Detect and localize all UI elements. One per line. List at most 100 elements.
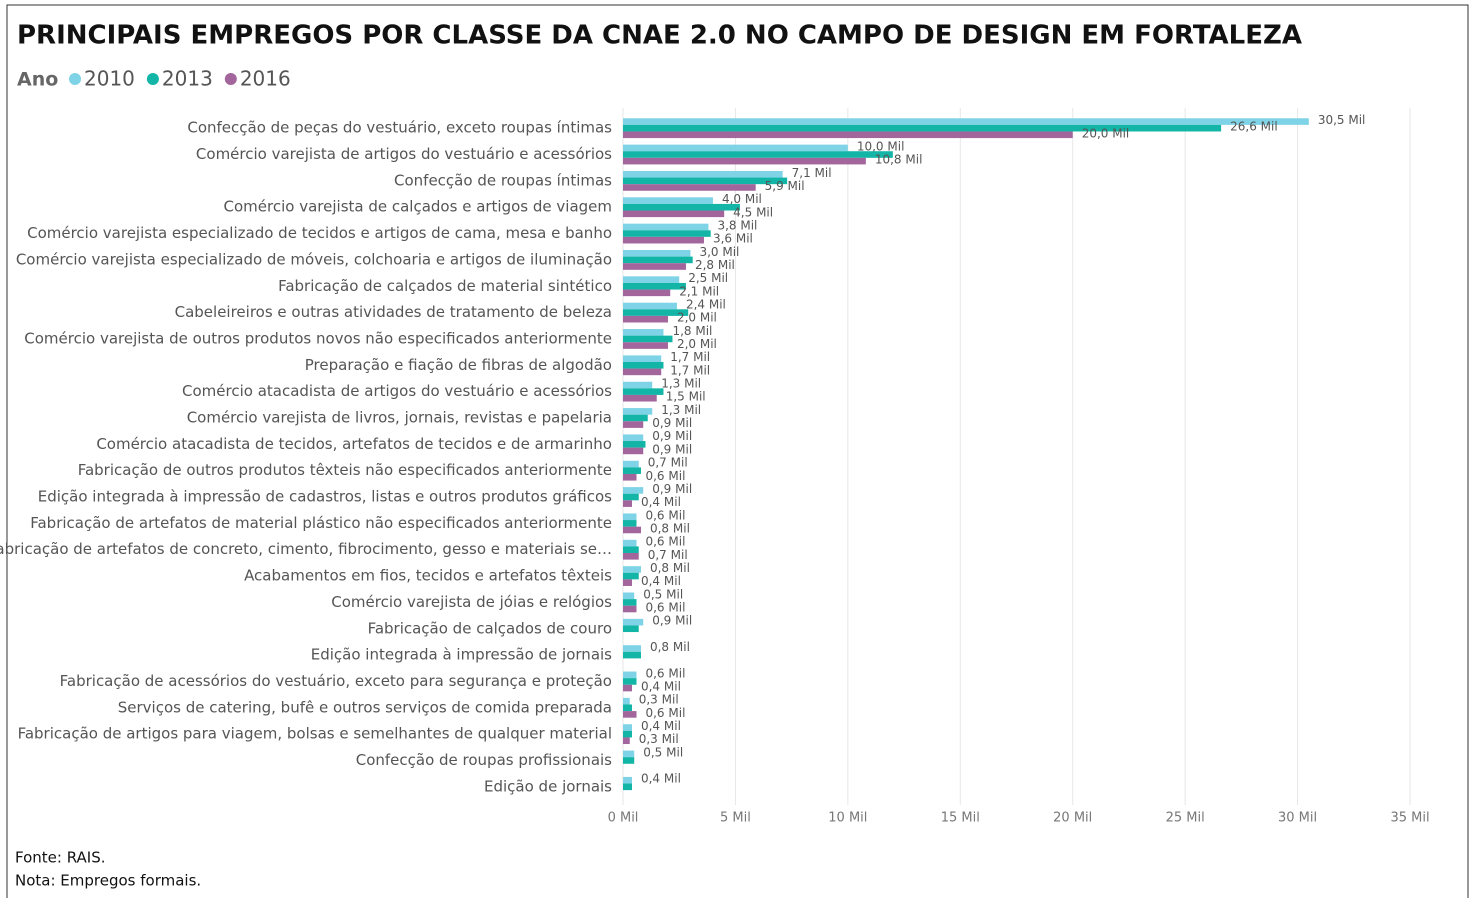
data-label: 0,8 Mil: [650, 561, 690, 575]
bar: [623, 697, 630, 705]
data-label: 0,9 Mil: [652, 429, 692, 443]
bar: [623, 414, 648, 422]
data-label: 0,3 Mil: [639, 732, 679, 746]
bar: [623, 421, 644, 428]
bar: [623, 737, 630, 745]
bar: [623, 210, 725, 218]
data-label: 2,8 Mil: [695, 258, 735, 272]
bar: [623, 184, 756, 191]
bar: [623, 131, 1073, 139]
bar: [623, 447, 644, 455]
bar: [623, 441, 646, 448]
x-tick-label: 20 Mil: [1053, 811, 1092, 826]
data-label: 1,3 Mil: [661, 403, 701, 417]
bar: [623, 309, 689, 316]
bar: [623, 460, 639, 468]
data-label: 0,6 Mil: [645, 535, 685, 549]
data-label: 0,6 Mil: [645, 508, 685, 522]
data-label: 0,5 Mil: [643, 745, 683, 759]
y-tick-label: Fabricação de calçados de material sinté…: [278, 277, 612, 295]
data-label: 0,3 Mil: [639, 693, 679, 707]
data-label: 0,5 Mil: [643, 587, 683, 601]
bar: [623, 539, 637, 547]
bar: [623, 678, 637, 685]
frame: [6, 4, 1469, 898]
y-tick-label: Comércio atacadista de artigos do vestuá…: [182, 382, 612, 400]
bar: [623, 342, 668, 349]
data-label: 2,0 Mil: [677, 337, 717, 351]
y-tick-label: Edição integrada à impressão de jornais: [311, 646, 612, 664]
x-tick-label: 30 Mil: [1278, 811, 1317, 826]
bar: [623, 329, 664, 336]
y-tick-label: Confecção de roupas íntimas: [394, 171, 612, 189]
bar: [623, 250, 691, 257]
bar: [623, 335, 673, 343]
data-label: 3,6 Mil: [713, 232, 753, 246]
bar: [623, 724, 632, 731]
bar: [623, 592, 635, 600]
bar: [623, 579, 632, 586]
bar: [623, 704, 632, 712]
y-tick-label: Fabricação de artefatos de concreto, cim…: [0, 540, 612, 558]
legend-marker: [69, 73, 81, 85]
bar: [623, 355, 662, 362]
legend-marker: [224, 73, 237, 85]
y-tick-label: Confecção de peças do vestuário, exceto …: [187, 119, 612, 137]
data-label: 0,6 Mil: [645, 706, 685, 720]
source: Fonte: RAIS.: [15, 849, 106, 867]
data-label: 0,7 Mil: [648, 548, 688, 562]
bar: [623, 388, 664, 395]
bar: [623, 177, 788, 185]
bar: [623, 473, 637, 481]
bar: [623, 236, 704, 244]
data-label: 0,4 Mil: [641, 772, 681, 786]
y-tick-label: Comércio varejista especializado de teci…: [27, 224, 612, 242]
data-label: 1,7 Mil: [670, 350, 710, 364]
bar: [623, 684, 632, 692]
x-tick-label: 15 Mil: [941, 811, 980, 826]
bar: [623, 118, 1309, 125]
bar: [623, 263, 686, 270]
data-label: 0,6 Mil: [645, 469, 685, 483]
bar: [623, 625, 639, 633]
bar: [623, 553, 639, 560]
data-label: 4,5 Mil: [733, 205, 773, 219]
y-tick-label: Fabricação de artigos para viagem, bolsa…: [18, 725, 612, 743]
data-label: 1,3 Mil: [661, 377, 701, 391]
data-label: 0,9 Mil: [652, 614, 692, 628]
bar: [623, 487, 644, 494]
bar: [623, 776, 632, 784]
bar: [623, 203, 740, 211]
bar: [623, 282, 686, 290]
data-label: 3,0 Mil: [699, 245, 739, 259]
data-label: 10,0 Mil: [857, 139, 905, 153]
x-tick-label: 5 Mil: [720, 811, 751, 826]
data-label: 0,4 Mil: [641, 495, 681, 509]
bar: [623, 289, 671, 297]
data-label: 0,4 Mil: [641, 574, 681, 588]
bar: [623, 151, 893, 158]
y-tick-label: Comércio varejista especializado de móve…: [16, 250, 612, 268]
note: Nota: Empregos formais.: [15, 872, 201, 890]
data-label: 5,9 Mil: [765, 179, 805, 193]
y-tick-label: Fabricação de acessórios do vestuário, e…: [60, 672, 612, 690]
bar: [623, 783, 632, 791]
bar: [623, 572, 639, 580]
y-tick-label: Preparação e fiação de fibras de algodão: [305, 356, 612, 374]
bar: [623, 520, 637, 527]
y-tick-label: Comércio varejista de calçados e artigos…: [224, 198, 612, 216]
data-label: 26,6 Mil: [1230, 120, 1278, 134]
bar: [623, 124, 1222, 132]
legend-title: Ano: [17, 69, 58, 91]
y-tick-label: Comércio varejista de livros, jornais, r…: [187, 408, 612, 426]
bar: [623, 566, 641, 573]
data-label: 4,0 Mil: [722, 192, 762, 206]
bar: [623, 757, 635, 764]
x-tick-label: 25 Mil: [1166, 811, 1205, 826]
bar: [623, 500, 632, 507]
bar: [623, 599, 637, 606]
y-tick-label: Acabamentos em fios, tecidos e artefatos…: [244, 567, 612, 585]
data-label: 1,7 Mil: [670, 363, 710, 377]
bar: [623, 651, 641, 659]
bar: [623, 361, 664, 369]
